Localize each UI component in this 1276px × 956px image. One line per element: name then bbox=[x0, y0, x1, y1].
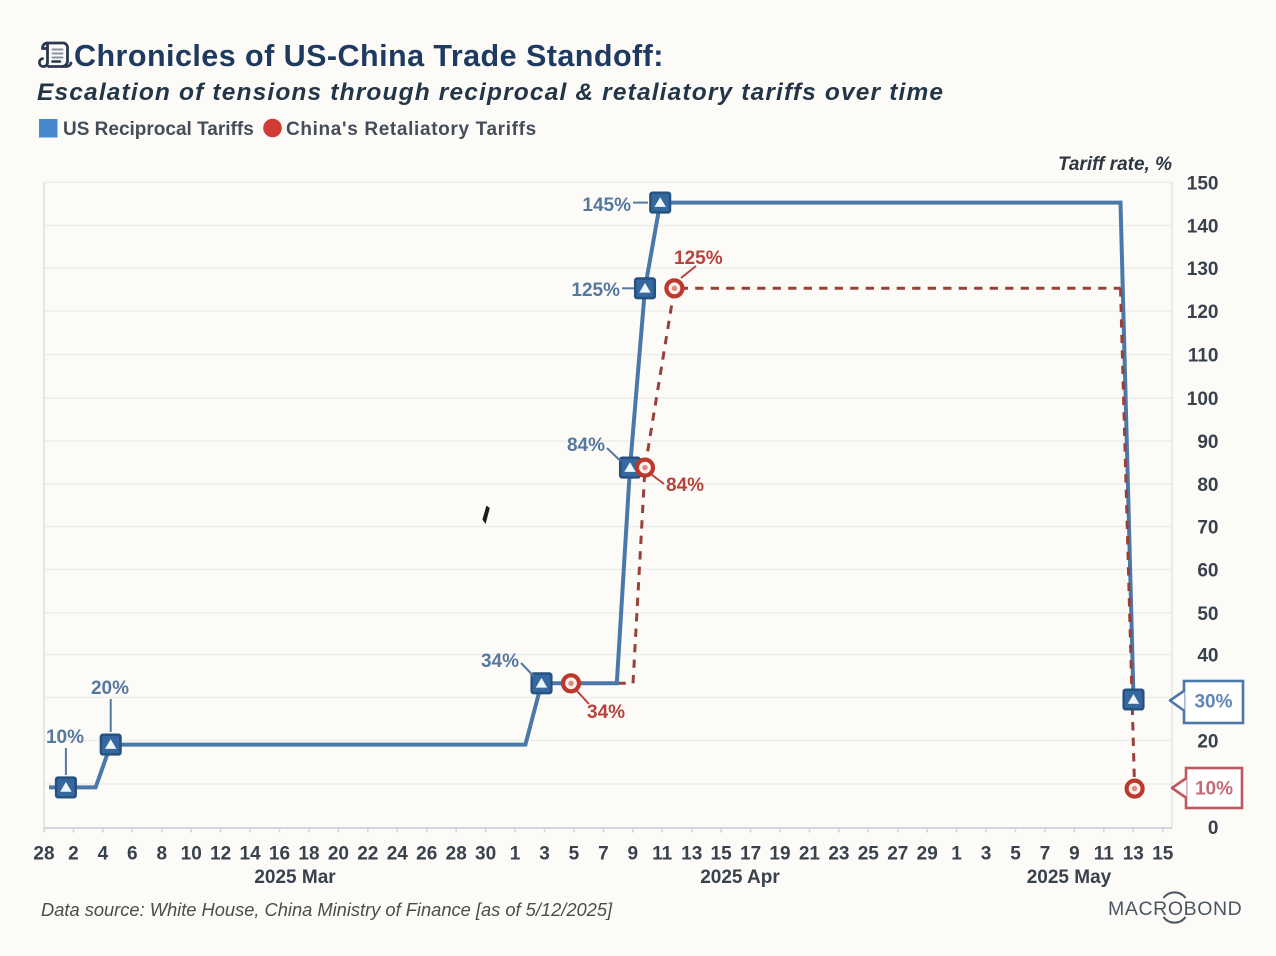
svg-text:22: 22 bbox=[357, 844, 378, 865]
svg-text:9: 9 bbox=[1069, 844, 1080, 865]
svg-text:2025 May: 2025 May bbox=[1027, 867, 1112, 888]
svg-text:29: 29 bbox=[917, 844, 938, 865]
svg-text:13: 13 bbox=[1123, 844, 1144, 865]
svg-text:17: 17 bbox=[740, 844, 761, 865]
svg-text:13: 13 bbox=[681, 844, 702, 865]
svg-text:120: 120 bbox=[1187, 302, 1219, 323]
svg-text:15: 15 bbox=[711, 844, 733, 865]
svg-text:12: 12 bbox=[210, 844, 231, 865]
svg-text:11: 11 bbox=[652, 844, 673, 865]
svg-text:6: 6 bbox=[127, 844, 138, 865]
svg-text:US Reciprocal Tariffs: US Reciprocal Tariffs bbox=[63, 119, 254, 140]
svg-text:3: 3 bbox=[981, 844, 992, 865]
svg-text:8: 8 bbox=[157, 844, 168, 865]
svg-text:1: 1 bbox=[951, 844, 962, 865]
svg-text:2: 2 bbox=[68, 844, 79, 865]
svg-text:140: 140 bbox=[1187, 217, 1219, 238]
svg-text:7: 7 bbox=[598, 844, 609, 865]
svg-text:90: 90 bbox=[1197, 432, 1218, 453]
svg-text:60: 60 bbox=[1197, 561, 1218, 582]
svg-text:2025 Mar: 2025 Mar bbox=[254, 867, 336, 888]
svg-text:27: 27 bbox=[887, 844, 908, 865]
svg-text:Tariff rate, %: Tariff rate, % bbox=[1058, 154, 1172, 175]
svg-text:24: 24 bbox=[387, 844, 409, 865]
svg-text:9: 9 bbox=[628, 844, 639, 865]
svg-text:Chronicles of US-China Trade S: Chronicles of US-China Trade Standoff: bbox=[74, 39, 664, 73]
svg-text:16: 16 bbox=[269, 844, 290, 865]
svg-text:30%: 30% bbox=[1194, 692, 1232, 713]
svg-text:28: 28 bbox=[446, 844, 467, 865]
svg-text:20: 20 bbox=[328, 844, 349, 865]
svg-text:11: 11 bbox=[1094, 844, 1115, 865]
svg-text:125%: 125% bbox=[674, 248, 723, 269]
svg-text:40: 40 bbox=[1197, 646, 1218, 667]
svg-text:Data source: White House, Chin: Data source: White House, China Ministry… bbox=[41, 899, 613, 920]
svg-text:30: 30 bbox=[475, 844, 496, 865]
svg-text:0: 0 bbox=[1208, 818, 1219, 839]
svg-text:100: 100 bbox=[1187, 389, 1219, 410]
svg-text:110: 110 bbox=[1188, 346, 1219, 367]
svg-text:25: 25 bbox=[858, 844, 880, 865]
svg-text:14: 14 bbox=[240, 844, 262, 865]
svg-text:4: 4 bbox=[98, 844, 109, 865]
svg-text:150: 150 bbox=[1187, 173, 1219, 194]
svg-text:19: 19 bbox=[769, 844, 790, 865]
svg-text:50: 50 bbox=[1197, 604, 1218, 625]
svg-text:10%: 10% bbox=[46, 727, 84, 748]
svg-text:10: 10 bbox=[181, 844, 202, 865]
svg-text:80: 80 bbox=[1197, 475, 1218, 496]
svg-text:84%: 84% bbox=[567, 435, 605, 456]
svg-text:26: 26 bbox=[416, 844, 437, 865]
svg-text:2025 Apr: 2025 Apr bbox=[700, 867, 780, 888]
svg-text:7: 7 bbox=[1040, 844, 1051, 865]
svg-text:20%: 20% bbox=[91, 678, 129, 699]
svg-text:20: 20 bbox=[1197, 732, 1218, 753]
svg-text:5: 5 bbox=[1010, 844, 1021, 865]
svg-text:MACROBOND: MACROBOND bbox=[1108, 898, 1242, 920]
svg-text:34%: 34% bbox=[587, 702, 625, 723]
svg-text:28: 28 bbox=[33, 844, 54, 865]
svg-text:China's Retaliatory Tariffs: China's Retaliatory Tariffs bbox=[286, 119, 537, 140]
svg-text:145%: 145% bbox=[582, 195, 631, 216]
svg-text:Escalation of tensions through: Escalation of tensions through reciproca… bbox=[37, 79, 944, 106]
svg-text:10%: 10% bbox=[1195, 779, 1233, 800]
svg-text:125%: 125% bbox=[571, 280, 620, 301]
svg-text:23: 23 bbox=[828, 844, 849, 865]
svg-text:130: 130 bbox=[1187, 259, 1219, 280]
svg-text:15: 15 bbox=[1152, 844, 1174, 865]
svg-text:3: 3 bbox=[539, 844, 550, 865]
svg-text:84%: 84% bbox=[666, 475, 704, 496]
svg-text:5: 5 bbox=[569, 844, 580, 865]
svg-text:70: 70 bbox=[1197, 518, 1218, 539]
svg-text:1: 1 bbox=[510, 844, 521, 865]
svg-text:34%: 34% bbox=[481, 651, 519, 672]
svg-text:18: 18 bbox=[298, 844, 319, 865]
svg-text:21: 21 bbox=[799, 844, 821, 865]
